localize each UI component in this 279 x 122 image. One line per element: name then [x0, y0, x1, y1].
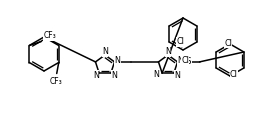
Text: N: N [177, 56, 184, 65]
Text: N: N [111, 71, 117, 80]
Text: CF₃: CF₃ [43, 31, 56, 41]
Text: N: N [165, 47, 171, 56]
Text: N: N [153, 70, 159, 79]
Text: N: N [174, 71, 180, 80]
Text: CF₃: CF₃ [49, 76, 62, 86]
Text: N: N [93, 71, 99, 80]
Text: Cl: Cl [230, 70, 238, 79]
Text: N: N [115, 56, 121, 65]
Text: Cl: Cl [224, 39, 232, 48]
Text: N: N [102, 47, 108, 56]
Text: S: S [186, 57, 191, 66]
Text: Cl: Cl [181, 56, 189, 65]
Text: Cl: Cl [176, 37, 184, 46]
